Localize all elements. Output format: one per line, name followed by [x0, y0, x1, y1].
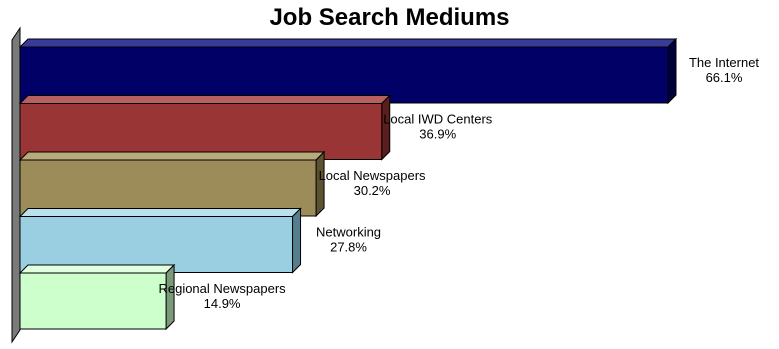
chart-title: Job Search Mediums — [269, 4, 510, 31]
category-label: Local Newspapers — [319, 168, 426, 183]
bar-top-face — [18, 264, 176, 274]
bar-label: Local IWD Centers 36.9% — [383, 112, 493, 142]
bar — [19, 46, 669, 104]
labels-layer: The Internet 66.1%Local IWD Centers 36.9%L… — [158, 55, 759, 311]
bar-top-face — [18, 95, 391, 104]
value-label: 14.9% — [204, 296, 241, 311]
bar — [19, 216, 294, 273]
bar-label: Networking 27.8% — [316, 225, 381, 255]
bars-layer — [18, 37, 678, 331]
category-label: Regional Newspapers — [158, 281, 286, 296]
bar — [19, 103, 383, 160]
bar — [19, 272, 167, 330]
bar-label: The Internet 66.1% — [689, 55, 759, 85]
bar-group-1 — [18, 37, 678, 105]
bar-side-face — [381, 94, 391, 161]
bar-label: Local Newspapers 30.2% — [319, 168, 426, 198]
bar-side-face — [165, 263, 175, 331]
bar-group-2 — [18, 94, 391, 161]
chart-back-wall — [11, 26, 21, 344]
value-label: 36.9% — [419, 127, 456, 142]
category-label: Local IWD Centers — [383, 112, 493, 127]
bar-top-face — [18, 38, 678, 48]
bar-side-face — [292, 207, 302, 274]
bar-label: Regional Newspapers 14.9% — [158, 281, 286, 311]
bar-group-3 — [18, 150, 326, 218]
category-label: The Internet — [689, 55, 759, 70]
bar-side-face — [315, 150, 325, 218]
bar-top-face — [18, 208, 302, 217]
category-label: Networking — [316, 225, 381, 240]
bar-group-4 — [18, 207, 302, 274]
value-label: 30.2% — [354, 183, 391, 198]
bar-group-5 — [18, 263, 176, 331]
bar-side-face — [667, 37, 677, 105]
bar — [19, 159, 317, 217]
value-label: 66.1% — [706, 70, 743, 85]
bar-top-face — [18, 151, 326, 161]
value-label: 27.8% — [330, 240, 367, 255]
